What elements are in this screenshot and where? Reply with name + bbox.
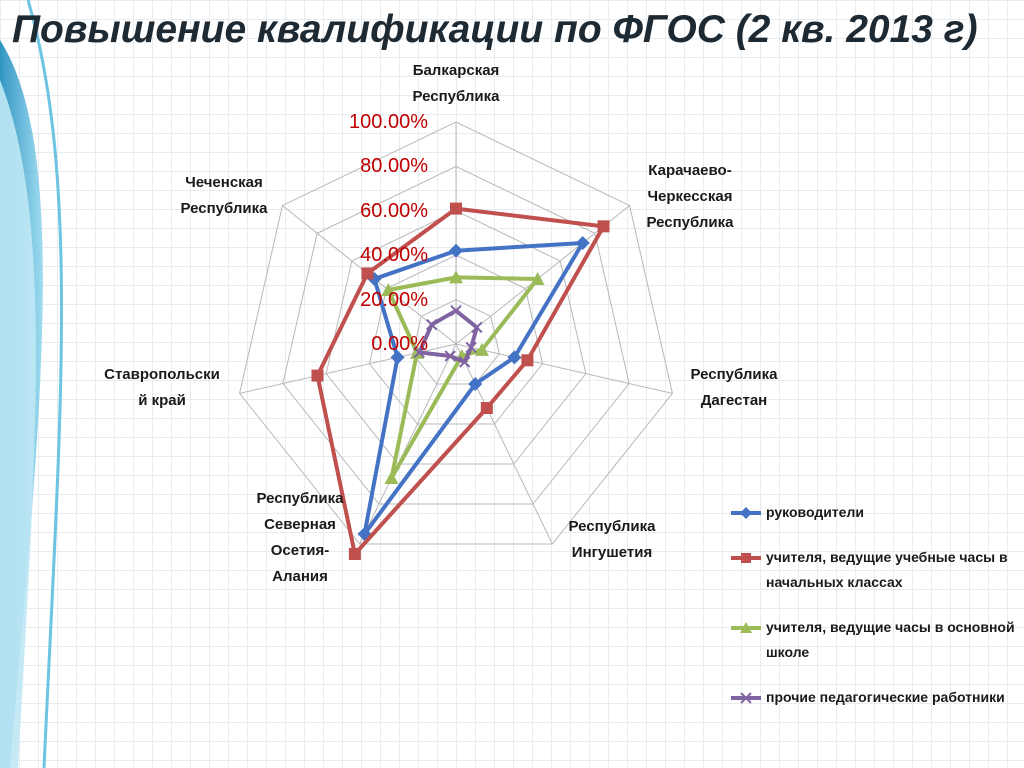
series-line <box>362 240 585 537</box>
category-label-line: й край <box>138 392 186 409</box>
legend-label: прочие педагогические работники <box>766 689 1005 705</box>
category-label: Балкарская Республика <box>371 58 541 110</box>
category-label-line: Республика <box>568 518 656 535</box>
data-point <box>507 350 522 365</box>
category-label: Чеченская Республика <box>139 170 309 222</box>
data-point <box>311 369 324 382</box>
data-point <box>444 350 456 362</box>
category-label-line: Дагестан <box>700 392 768 409</box>
category-label-line: Карачаево- <box>648 162 732 179</box>
series-line <box>417 308 479 365</box>
category-label-line: Республика <box>646 214 734 231</box>
grid-ring <box>282 165 630 505</box>
data-point <box>410 345 425 359</box>
legend-marker-icon <box>731 622 761 633</box>
legend-item: прочие педагогические работники <box>730 685 1020 710</box>
category-label-line: Алания <box>272 568 328 585</box>
slide-title: Повышение квалификации по ФГОС (2 кв. 20… <box>12 8 978 51</box>
category-label-line: Республика <box>180 200 268 217</box>
data-point <box>465 341 477 354</box>
legend-label: руководители <box>766 504 864 520</box>
category-label-line: Северная <box>264 516 336 533</box>
series-line <box>315 206 606 557</box>
data-point <box>597 220 610 233</box>
tick-label: 20.00% <box>360 288 428 311</box>
data-point <box>450 304 462 317</box>
data-point <box>468 377 483 392</box>
category-label-line: Балкарская <box>412 62 500 79</box>
data-point <box>458 356 471 368</box>
data-point <box>449 243 463 258</box>
data-point <box>384 471 399 485</box>
legend-marker-icon <box>731 553 761 563</box>
data-point <box>425 318 438 331</box>
data-point <box>450 202 462 215</box>
category-label-line: Ингушетия <box>571 544 653 561</box>
legend-marker <box>740 622 752 633</box>
category-label: Карачаево- Черкесская Республика <box>605 158 775 236</box>
data-point <box>348 548 361 561</box>
grid-ring <box>239 121 673 545</box>
data-point <box>413 346 425 359</box>
tick-label: 40.00% <box>360 244 428 267</box>
legend-marker <box>740 507 752 519</box>
grid-spoke <box>455 343 553 545</box>
category-label: Ставропольски й край <box>77 362 247 414</box>
legend-label: учителя, ведущие часы в основной школе <box>766 619 1015 660</box>
legend-label: учителя, ведущие учебные часы в начальны… <box>766 549 1008 590</box>
data-point <box>521 354 534 367</box>
grid-spoke <box>455 343 673 394</box>
data-point <box>361 267 374 280</box>
grid-spoke <box>359 343 457 545</box>
data-point <box>449 270 463 284</box>
data-point <box>381 283 396 297</box>
data-point <box>474 342 489 356</box>
legend-item: руководители <box>730 500 1020 525</box>
category-label-line: Республика <box>412 88 500 105</box>
decorative-swirl-light <box>0 80 37 768</box>
category-label: Республика Ингушетия <box>527 514 697 566</box>
series-line <box>386 275 540 481</box>
legend-marker <box>741 553 751 563</box>
category-label: Республика Дагестан <box>649 362 819 414</box>
decorative-swirl-line <box>26 0 63 768</box>
category-label-line: Ставропольски <box>104 366 220 383</box>
tick-label: 100.00% <box>349 111 428 133</box>
legend-marker <box>740 692 752 704</box>
data-point <box>471 321 483 334</box>
category-label-line: Осетия- <box>270 542 330 559</box>
data-point <box>390 350 405 365</box>
data-point <box>530 271 545 285</box>
grid-ring <box>325 210 587 465</box>
category-label-line: Чеченская <box>185 174 263 191</box>
category-label-line: Республика <box>690 366 778 383</box>
tick-label: 60.00% <box>360 199 428 222</box>
category-label-line: Республика <box>256 490 344 507</box>
data-point <box>480 402 493 415</box>
grid-ring <box>368 254 544 425</box>
legend-marker-icon <box>731 692 761 704</box>
tick-label: 0.00% <box>371 333 428 355</box>
grid-ring <box>412 299 500 385</box>
legend-item: учителя, ведущие часы в основной школе <box>730 615 1020 665</box>
category-label-line: Черкесская <box>647 188 733 205</box>
chart-legend: руководители учителя, ведущие учебные час… <box>730 500 1020 730</box>
legend-item: учителя, ведущие учебные часы в начальны… <box>730 545 1020 595</box>
tick-label: 80.00% <box>360 155 428 178</box>
category-label: Республика Северная Осетия- Алания <box>215 486 385 590</box>
data-point <box>575 235 590 250</box>
legend-marker-icon <box>731 507 761 519</box>
